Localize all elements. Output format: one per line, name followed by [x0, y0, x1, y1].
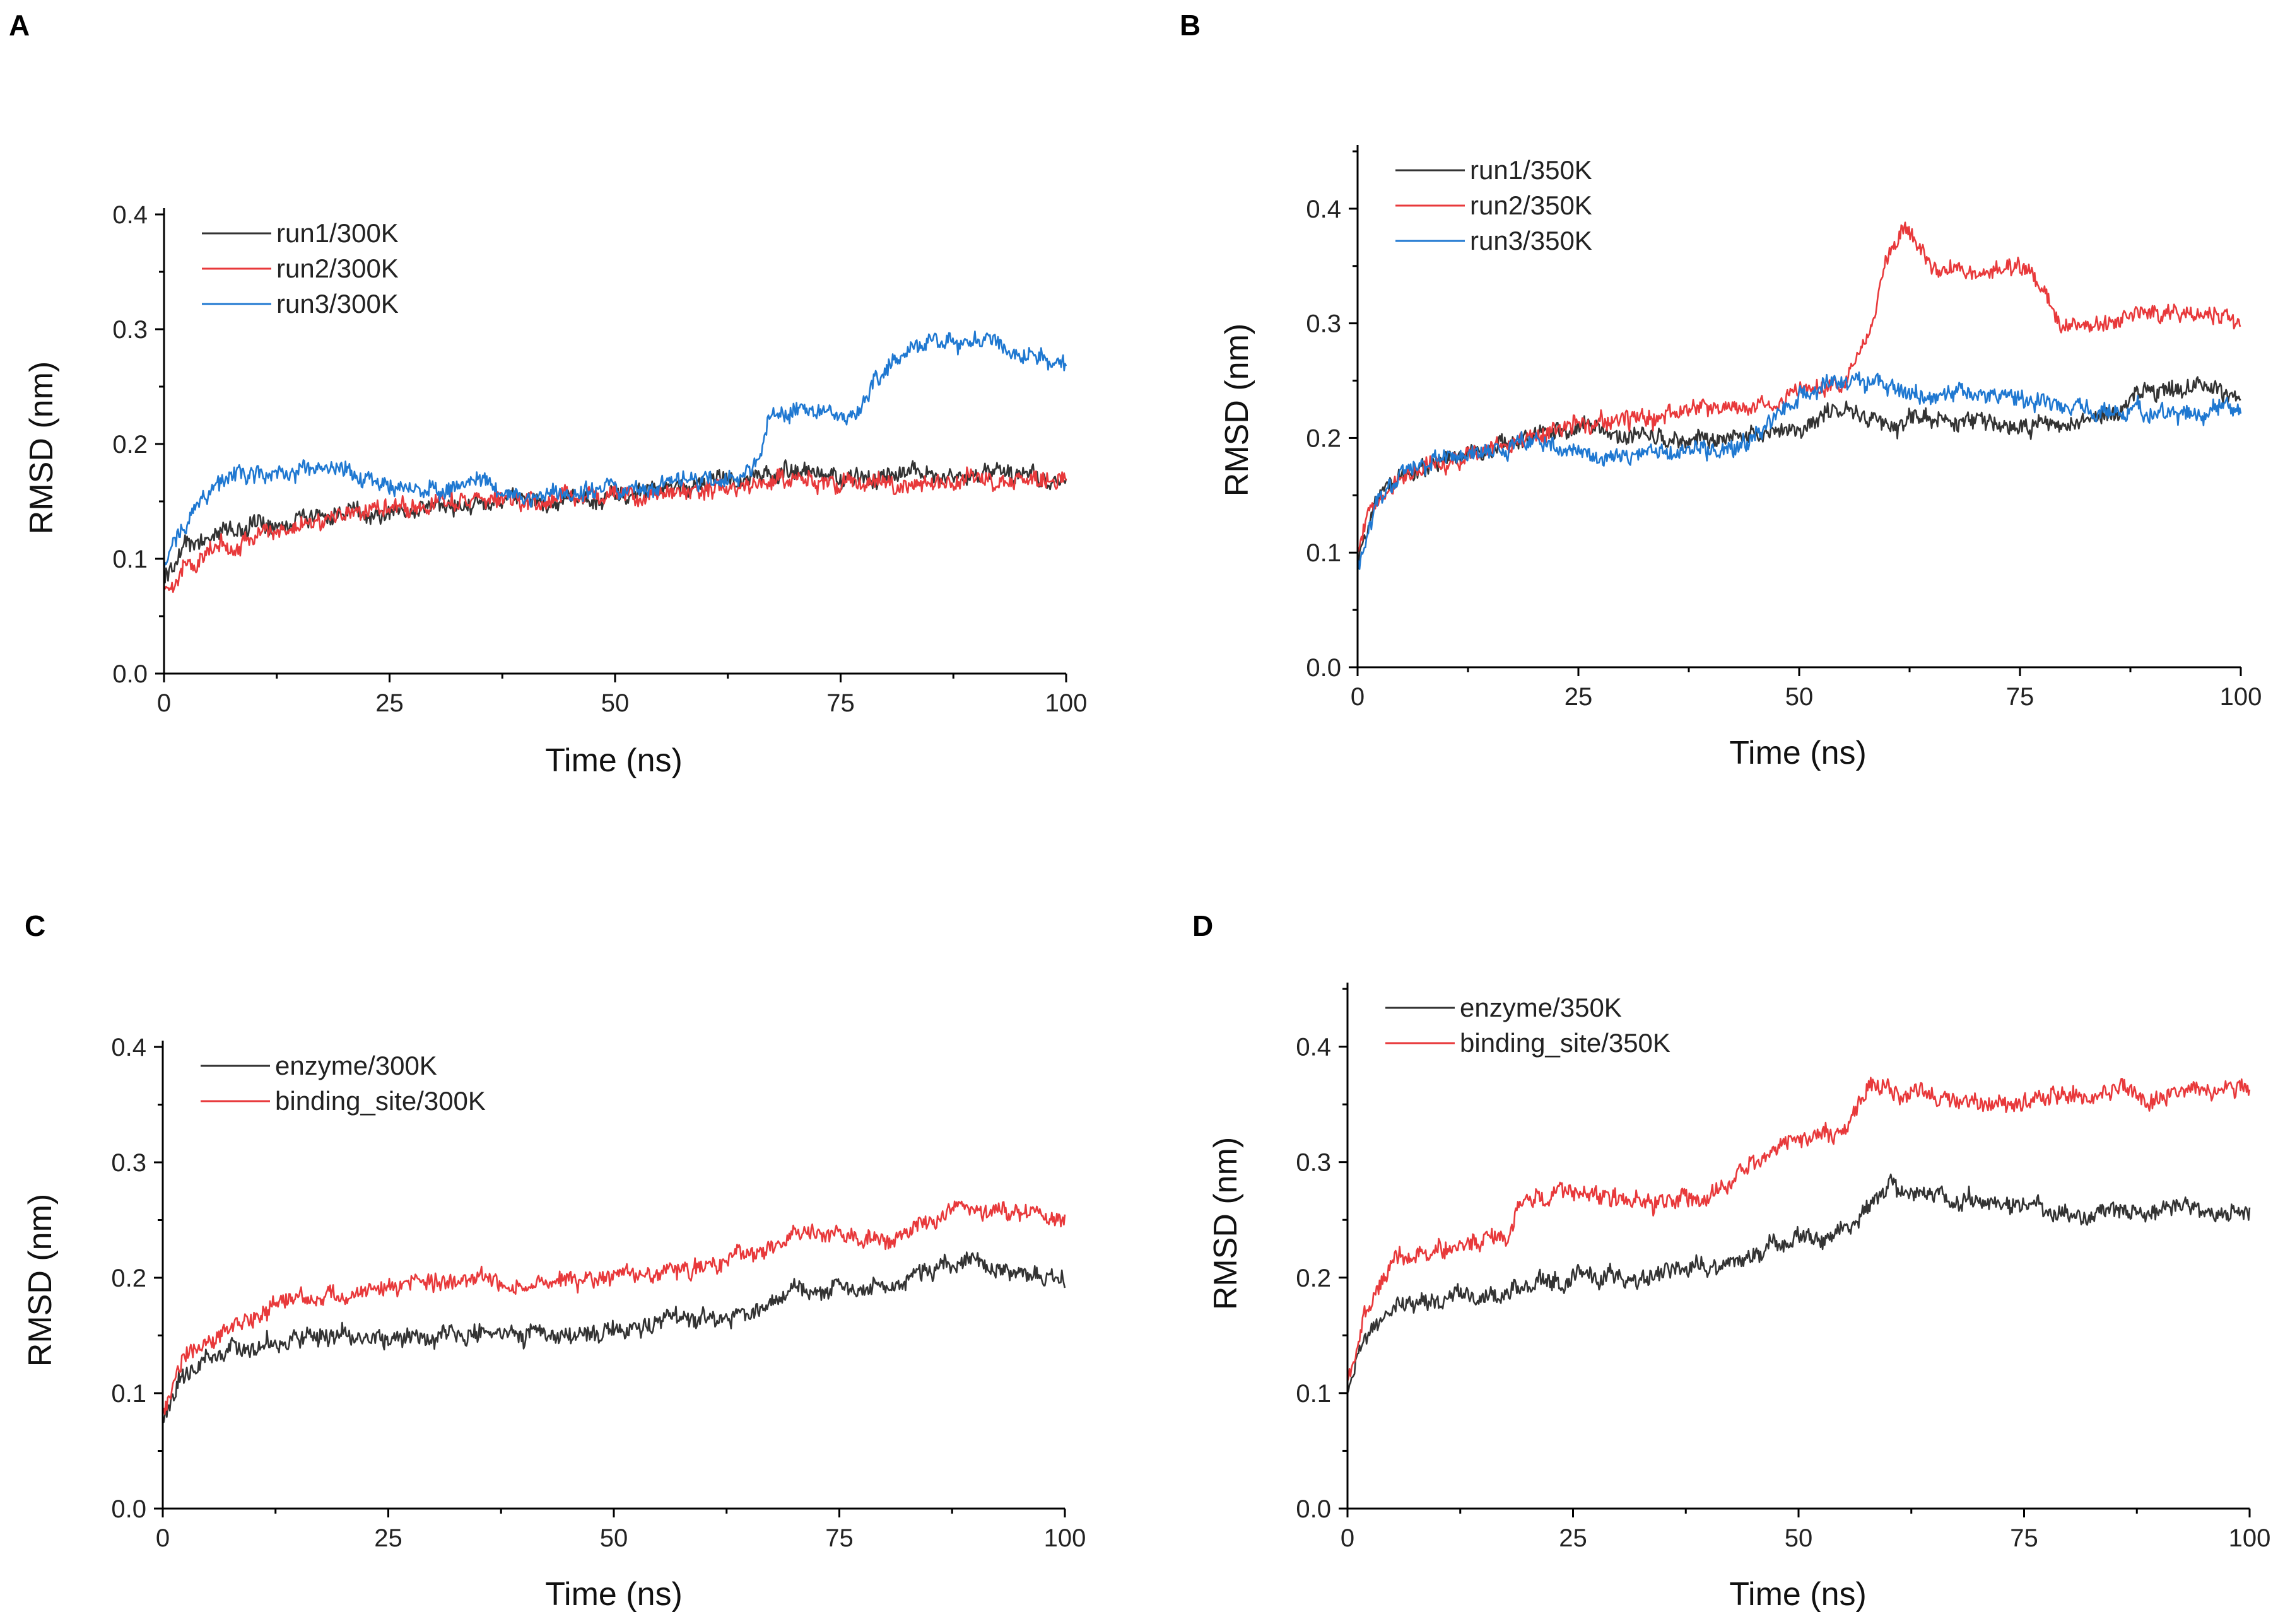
y-tick-label: 0.0	[112, 660, 148, 688]
plot-area: 0 25 50 75 100 0.0 0.1 0.2 0.3 0.4 run1/300K run2/3…	[112, 201, 1087, 717]
x-axis-label: Time (ns)	[545, 1576, 683, 1613]
y-tick-label: 0.1	[1296, 1380, 1331, 1408]
legend-label: run1/300K	[276, 218, 399, 248]
y-tick-label: 0.1	[1306, 539, 1341, 567]
legend: enzyme/350K binding_site/350K	[1385, 993, 1670, 1058]
y-tick-label: 0.4	[111, 1034, 146, 1061]
x-tick-label: 25	[375, 689, 404, 717]
x-tick-label: 50	[1785, 1524, 1813, 1552]
x-tick-label: 25	[1559, 1524, 1587, 1552]
series-line-run1/350K	[1356, 376, 2241, 570]
series-line-run3/350K	[1356, 371, 2242, 570]
legend: run1/350K run2/350K run3/350K	[1395, 155, 1592, 255]
y-tick-label: 0.4	[1306, 196, 1341, 223]
x-tick-label: 0	[1351, 683, 1365, 711]
series-line-run1/300K	[163, 459, 1067, 584]
legend: enzyme/300K binding_site/300K	[201, 1051, 486, 1116]
x-tick-label: 50	[601, 689, 630, 717]
panel-letter: D	[1192, 909, 1213, 942]
series-line-run3/300K	[163, 330, 1067, 571]
legend-label: enzyme/350K	[1460, 993, 1622, 1022]
panel-c: C RMSD (nm) Time (ns) 0 25 50 75 100 0.0 0.1 0.…	[22, 909, 1086, 1613]
y-axis-label: RMSD (nm)	[23, 361, 60, 534]
series-line-binding_site/300K	[161, 1200, 1066, 1415]
y-tick-label: 0.2	[1296, 1265, 1331, 1292]
y-axis-label: RMSD (nm)	[1219, 324, 1255, 496]
x-tick-label: 25	[374, 1524, 402, 1552]
legend-label: binding_site/350K	[1460, 1028, 1670, 1058]
x-tick-label: 75	[825, 1524, 854, 1552]
series-line-enzyme/350K	[1346, 1173, 2251, 1394]
y-tick-label: 0.0	[111, 1495, 146, 1523]
x-tick-label: 100	[2229, 1524, 2271, 1552]
x-axis-label: Time (ns)	[1729, 735, 1867, 771]
legend: run1/300K run2/300K run3/300K	[202, 218, 399, 318]
legend-label: run3/350K	[1470, 226, 1592, 255]
panel-letter: B	[1180, 9, 1201, 42]
x-axis-label: Time (ns)	[545, 742, 683, 779]
plot-area: 0 25 50 75 100 0.0 0.1 0.2 0.3 0.4 enzyme/300K bind…	[111, 1034, 1086, 1552]
legend-label: enzyme/300K	[275, 1051, 437, 1080]
panel-a: A RMSD (nm) Time (ns) 0 25 50 75 100 0.0 0.1 0.…	[9, 9, 1087, 779]
legend-label: run2/300K	[276, 254, 399, 283]
x-tick-label: 50	[1785, 683, 1814, 711]
y-tick-label: 0.2	[111, 1265, 146, 1292]
legend-label: run2/350K	[1470, 190, 1592, 220]
series-line-enzyme/300K	[161, 1251, 1066, 1423]
y-tick-label: 0.4	[112, 201, 148, 229]
x-tick-label: 25	[1565, 683, 1593, 711]
series-line-binding_site/350K	[1346, 1077, 2251, 1382]
legend-label: binding_site/300K	[275, 1086, 486, 1116]
x-tick-label: 75	[2006, 683, 2034, 711]
y-tick-label: 0.3	[112, 316, 148, 344]
y-tick-label: 0.0	[1296, 1495, 1331, 1523]
x-tick-label: 0	[157, 689, 171, 717]
x-tick-label: 100	[1045, 689, 1088, 717]
panel-letter: A	[9, 9, 30, 42]
legend-label: run1/350K	[1470, 155, 1592, 185]
y-axis-label: RMSD (nm)	[22, 1194, 59, 1367]
x-tick-label: 100	[2220, 683, 2262, 711]
x-tick-label: 100	[1044, 1524, 1086, 1552]
y-tick-label: 0.3	[111, 1149, 146, 1177]
plot-area: 0 25 50 75 100 0.0 0.1 0.2 0.3 0.4 enzyme/350K bind…	[1296, 983, 2270, 1552]
y-axis-label: RMSD (nm)	[1207, 1137, 1244, 1310]
x-axis-label: Time (ns)	[1729, 1576, 1867, 1613]
legend-label: run3/300K	[276, 289, 399, 318]
y-tick-label: 0.4	[1296, 1034, 1331, 1061]
y-tick-label: 0.2	[1306, 424, 1341, 452]
panel-b: B RMSD (nm) Time (ns) 0 25 50 75 100 0.0 0.1 0.…	[1180, 9, 2262, 771]
plot-area: 0 25 50 75 100 0.0 0.1 0.2 0.3 0.4 run1/350K run2/3…	[1306, 145, 2262, 711]
panel-d: D RMSD (nm) Time (ns) 0 25 50 75 100 0.0 0.1 0.…	[1192, 909, 2270, 1613]
x-tick-label: 0	[156, 1524, 170, 1552]
y-tick-label: 0.3	[1296, 1149, 1331, 1177]
series-line-run2/300K	[163, 466, 1067, 593]
x-tick-label: 75	[826, 689, 855, 717]
y-tick-label: 0.3	[1306, 310, 1341, 338]
x-tick-label: 0	[1341, 1524, 1354, 1552]
y-tick-label: 0.1	[111, 1380, 146, 1408]
x-tick-label: 75	[2010, 1524, 2038, 1552]
x-tick-label: 50	[600, 1524, 628, 1552]
y-tick-label: 0.1	[112, 546, 148, 573]
y-tick-label: 0.0	[1306, 654, 1341, 682]
y-tick-label: 0.2	[112, 431, 148, 459]
panel-letter: C	[25, 909, 45, 942]
